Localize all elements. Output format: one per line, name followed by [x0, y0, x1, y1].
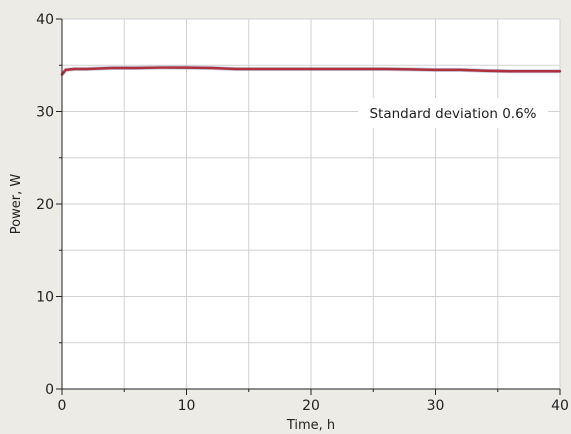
- y-tick-label: 0: [45, 382, 54, 398]
- x-tick-label: 40: [551, 398, 569, 414]
- x-axis-label: Time, h: [286, 418, 335, 433]
- x-tick-label: 20: [302, 398, 320, 414]
- y-tick-label: 10: [36, 290, 54, 306]
- series-layer: [60, 65, 562, 76]
- y-tick-label: 20: [36, 197, 54, 213]
- x-tick-label: 0: [58, 398, 67, 414]
- annotation-box: [358, 98, 548, 128]
- annotation-text: Standard deviation 0.6%: [369, 106, 536, 122]
- x-tick-label: 10: [178, 398, 196, 414]
- x-tick-label: 30: [427, 398, 445, 414]
- series-line: [60, 66, 562, 76]
- y-tick-label: 30: [36, 105, 54, 121]
- tick-labels: 0 10 20 30 40 0 10 20 30 40: [36, 12, 569, 414]
- axes: [61, 19, 560, 390]
- y-tick-label: 40: [36, 12, 54, 28]
- y-axis-label: Power, W: [9, 174, 24, 235]
